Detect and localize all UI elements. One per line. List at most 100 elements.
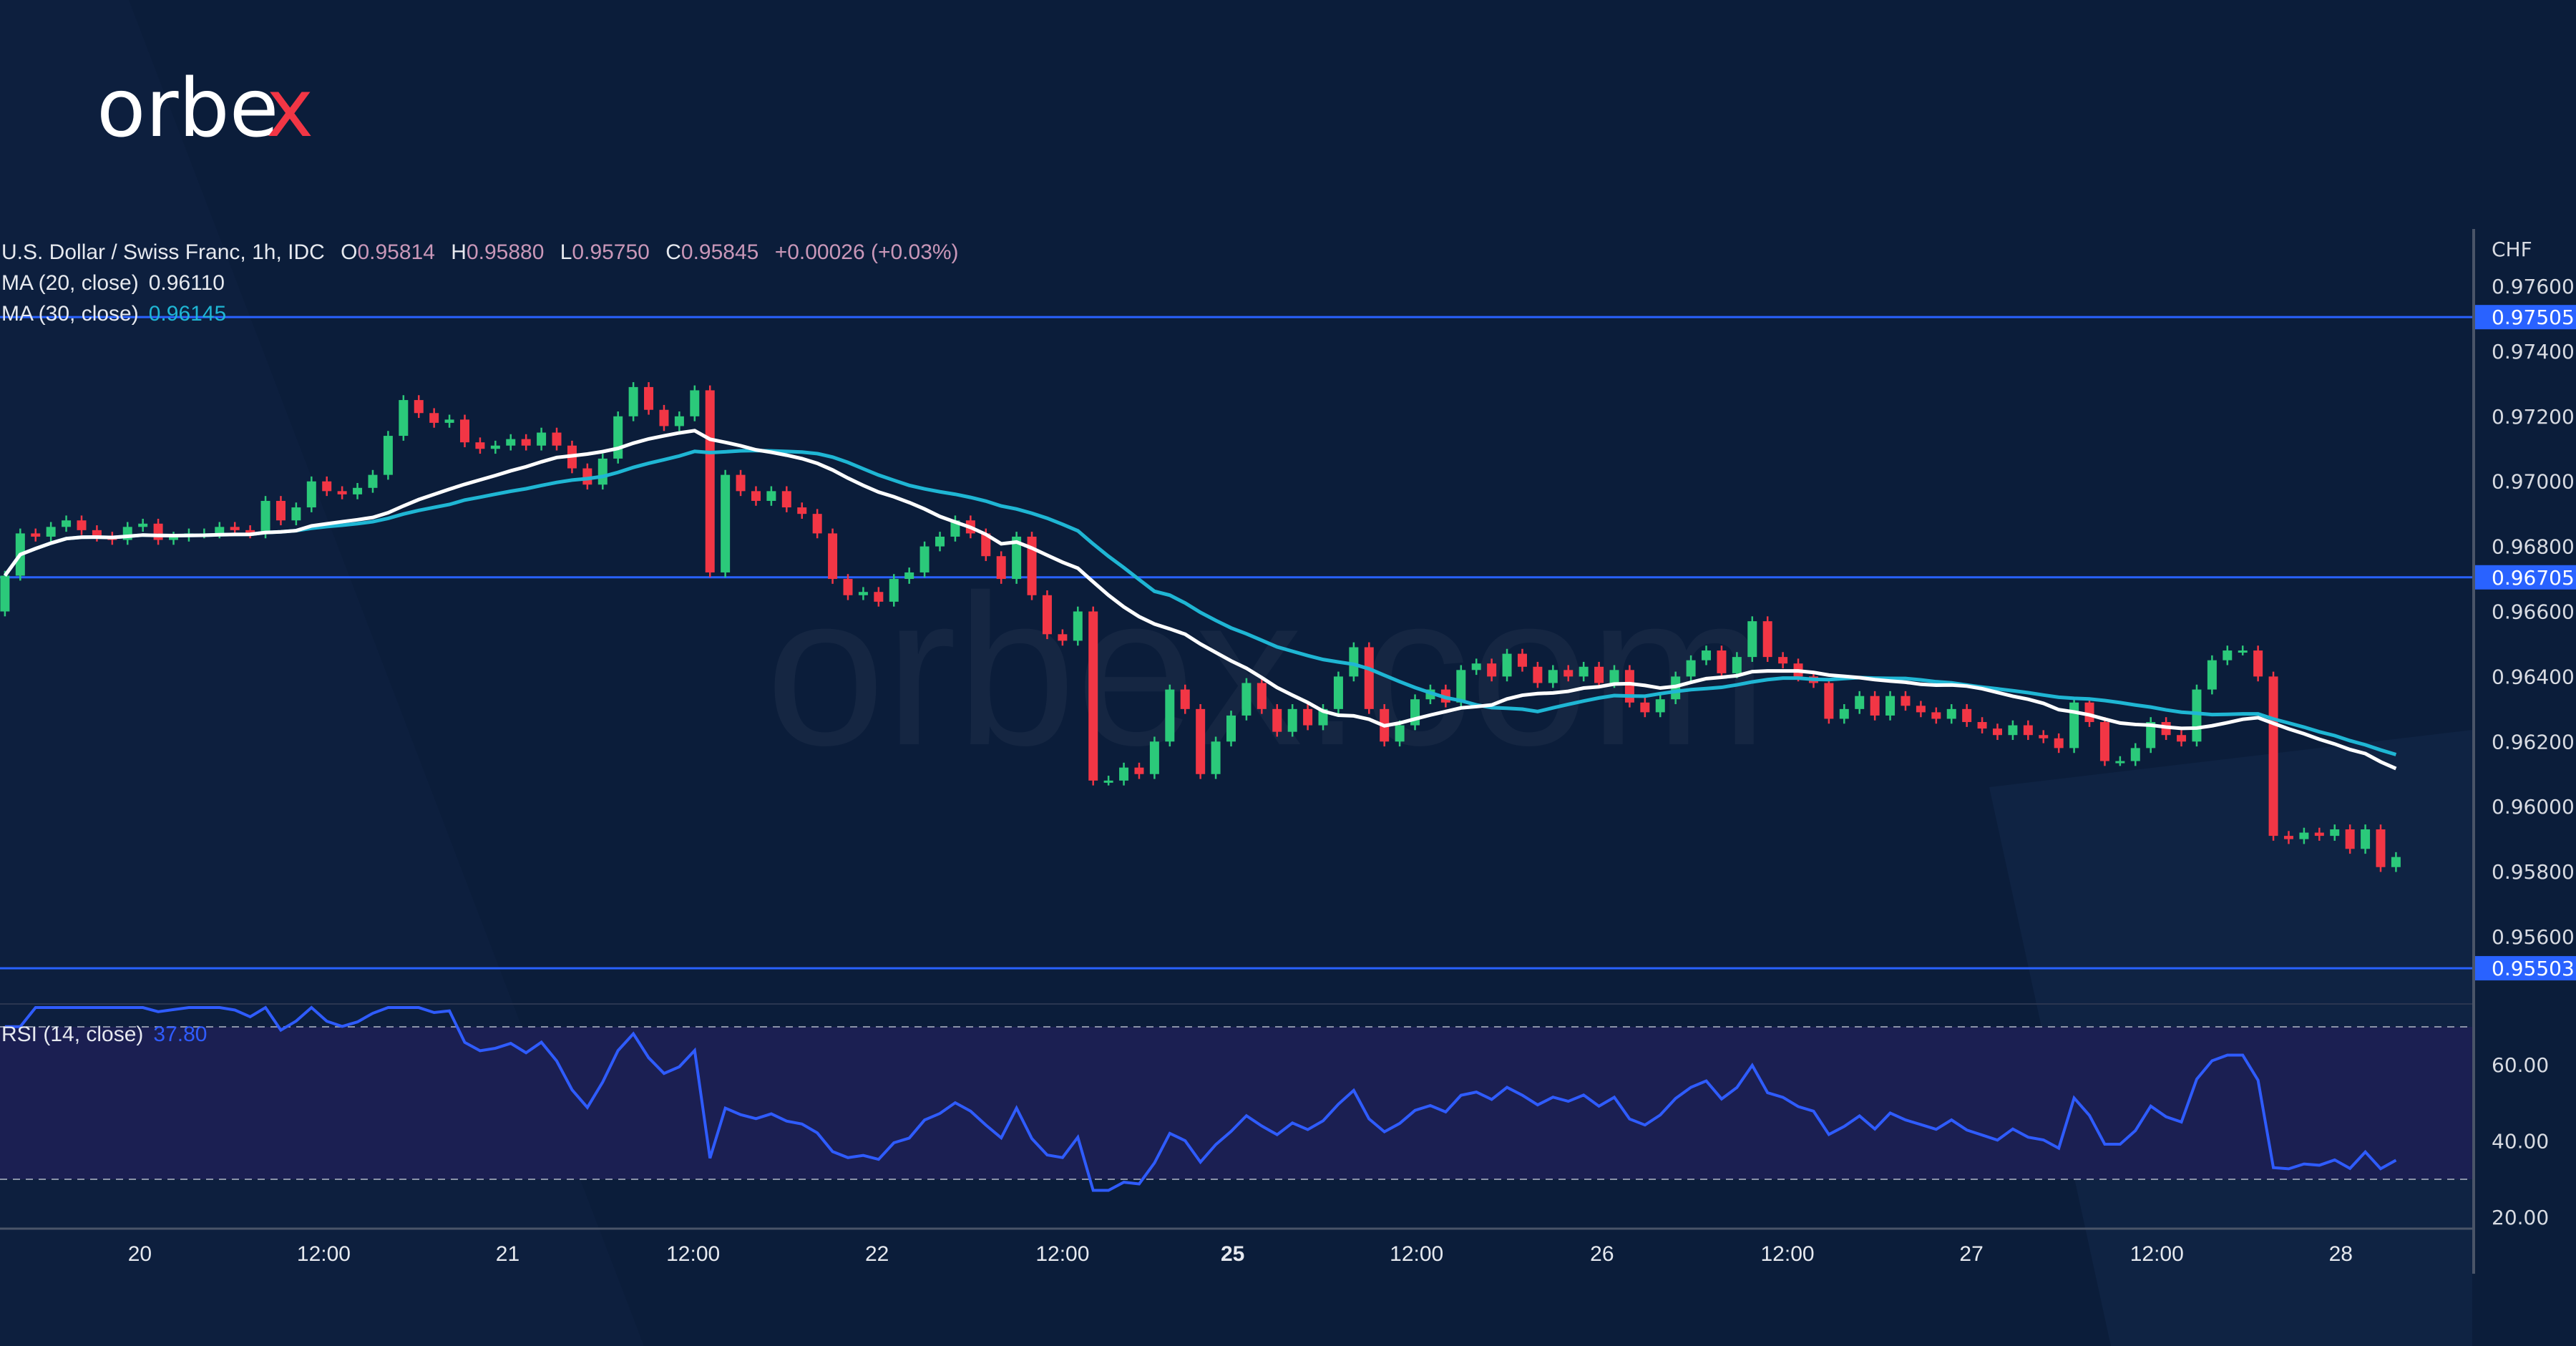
candle[interactable] bbox=[399, 395, 409, 441]
candle[interactable] bbox=[275, 496, 286, 526]
candle[interactable] bbox=[904, 567, 914, 584]
candle[interactable] bbox=[1272, 704, 1282, 737]
candle[interactable] bbox=[322, 476, 332, 497]
candle[interactable] bbox=[1165, 684, 1175, 747]
candle[interactable] bbox=[858, 587, 868, 600]
candle[interactable] bbox=[1640, 697, 1650, 718]
candle[interactable] bbox=[1241, 678, 1252, 721]
candle[interactable] bbox=[1885, 691, 1896, 721]
candle[interactable] bbox=[1303, 704, 1313, 731]
candle[interactable] bbox=[674, 411, 684, 431]
candle[interactable] bbox=[1870, 691, 1880, 721]
candle[interactable] bbox=[2192, 684, 2202, 747]
candle[interactable] bbox=[46, 522, 56, 542]
candle[interactable] bbox=[1839, 704, 1849, 724]
candle[interactable] bbox=[475, 437, 485, 454]
candle[interactable] bbox=[1471, 658, 1481, 676]
candle[interactable] bbox=[353, 482, 363, 499]
candle[interactable] bbox=[1533, 661, 1543, 688]
candle[interactable] bbox=[31, 528, 41, 542]
candle[interactable] bbox=[2268, 671, 2278, 841]
candle[interactable] bbox=[383, 431, 393, 480]
candle[interactable] bbox=[889, 574, 899, 607]
candle[interactable] bbox=[552, 427, 562, 451]
candle[interactable] bbox=[1977, 717, 1987, 733]
candle[interactable] bbox=[2330, 824, 2340, 841]
candle[interactable] bbox=[1594, 661, 1604, 688]
candle[interactable] bbox=[2207, 655, 2217, 695]
candle[interactable] bbox=[77, 515, 87, 535]
candle[interactable] bbox=[429, 408, 439, 428]
candle[interactable] bbox=[2099, 717, 2109, 766]
candle[interactable] bbox=[2391, 852, 2401, 872]
candle[interactable] bbox=[1931, 707, 1941, 724]
candle[interactable] bbox=[1487, 658, 1497, 682]
candle[interactable] bbox=[0, 570, 10, 617]
candle[interactable] bbox=[1226, 711, 1236, 747]
candle[interactable] bbox=[2238, 645, 2248, 655]
candle[interactable] bbox=[2115, 756, 2125, 766]
candle[interactable] bbox=[1517, 648, 1527, 672]
candle[interactable] bbox=[1149, 736, 1159, 779]
candle[interactable] bbox=[444, 414, 454, 428]
candle[interactable] bbox=[1855, 691, 1865, 714]
candle[interactable] bbox=[2177, 730, 2187, 747]
candle[interactable] bbox=[659, 404, 669, 431]
candle[interactable] bbox=[996, 551, 1006, 584]
candle[interactable] bbox=[2345, 824, 2355, 854]
candle[interactable] bbox=[490, 440, 500, 454]
candle[interactable] bbox=[751, 486, 761, 506]
candle[interactable] bbox=[1916, 701, 1926, 718]
candle[interactable] bbox=[1027, 532, 1037, 600]
candle[interactable] bbox=[1824, 678, 1834, 724]
candle[interactable] bbox=[2253, 645, 2263, 682]
candle[interactable] bbox=[2376, 824, 2386, 872]
candle[interactable] bbox=[1058, 629, 1068, 646]
candle[interactable] bbox=[1042, 590, 1052, 640]
candle[interactable] bbox=[1180, 684, 1190, 714]
candle[interactable] bbox=[1196, 704, 1206, 779]
candle[interactable] bbox=[2299, 827, 2309, 844]
candle[interactable] bbox=[628, 382, 638, 421]
candle[interactable] bbox=[1762, 616, 1772, 662]
candle[interactable] bbox=[1134, 762, 1144, 779]
candle[interactable] bbox=[644, 382, 654, 415]
candle[interactable] bbox=[736, 469, 746, 497]
candle[interactable] bbox=[1962, 704, 1972, 727]
candle[interactable] bbox=[919, 541, 930, 577]
candle[interactable] bbox=[613, 411, 623, 464]
candle[interactable] bbox=[766, 486, 776, 506]
candle[interactable] bbox=[460, 414, 469, 447]
candle[interactable] bbox=[1732, 652, 1742, 678]
candle[interactable] bbox=[1333, 671, 1343, 714]
candle[interactable] bbox=[306, 476, 316, 512]
candle[interactable] bbox=[1012, 532, 1022, 584]
candle[interactable] bbox=[935, 532, 945, 552]
candle[interactable] bbox=[1946, 704, 1956, 724]
candle[interactable] bbox=[1502, 648, 1512, 682]
candle[interactable] bbox=[2146, 717, 2156, 754]
candle[interactable] bbox=[2023, 720, 2033, 741]
candle[interactable] bbox=[1073, 606, 1083, 646]
candle[interactable] bbox=[1119, 762, 1129, 786]
candle[interactable] bbox=[506, 434, 516, 451]
candle[interactable] bbox=[337, 486, 347, 499]
candle[interactable] bbox=[291, 502, 301, 526]
candle[interactable] bbox=[1901, 691, 1911, 711]
candle[interactable] bbox=[705, 385, 715, 577]
candle[interactable] bbox=[1624, 665, 1634, 708]
candle[interactable] bbox=[1563, 665, 1574, 682]
candle[interactable] bbox=[2314, 827, 2324, 841]
candle[interactable] bbox=[1103, 776, 1113, 786]
candle[interactable] bbox=[1088, 606, 1098, 786]
candle[interactable] bbox=[1287, 704, 1297, 737]
candle[interactable] bbox=[1655, 694, 1665, 718]
candle[interactable] bbox=[797, 502, 807, 519]
candle[interactable] bbox=[2054, 733, 2064, 754]
candle[interactable] bbox=[138, 518, 148, 532]
candle[interactable] bbox=[537, 427, 547, 451]
candle[interactable] bbox=[1747, 616, 1757, 662]
candle[interactable] bbox=[1993, 723, 2002, 741]
candle[interactable] bbox=[1257, 678, 1267, 714]
